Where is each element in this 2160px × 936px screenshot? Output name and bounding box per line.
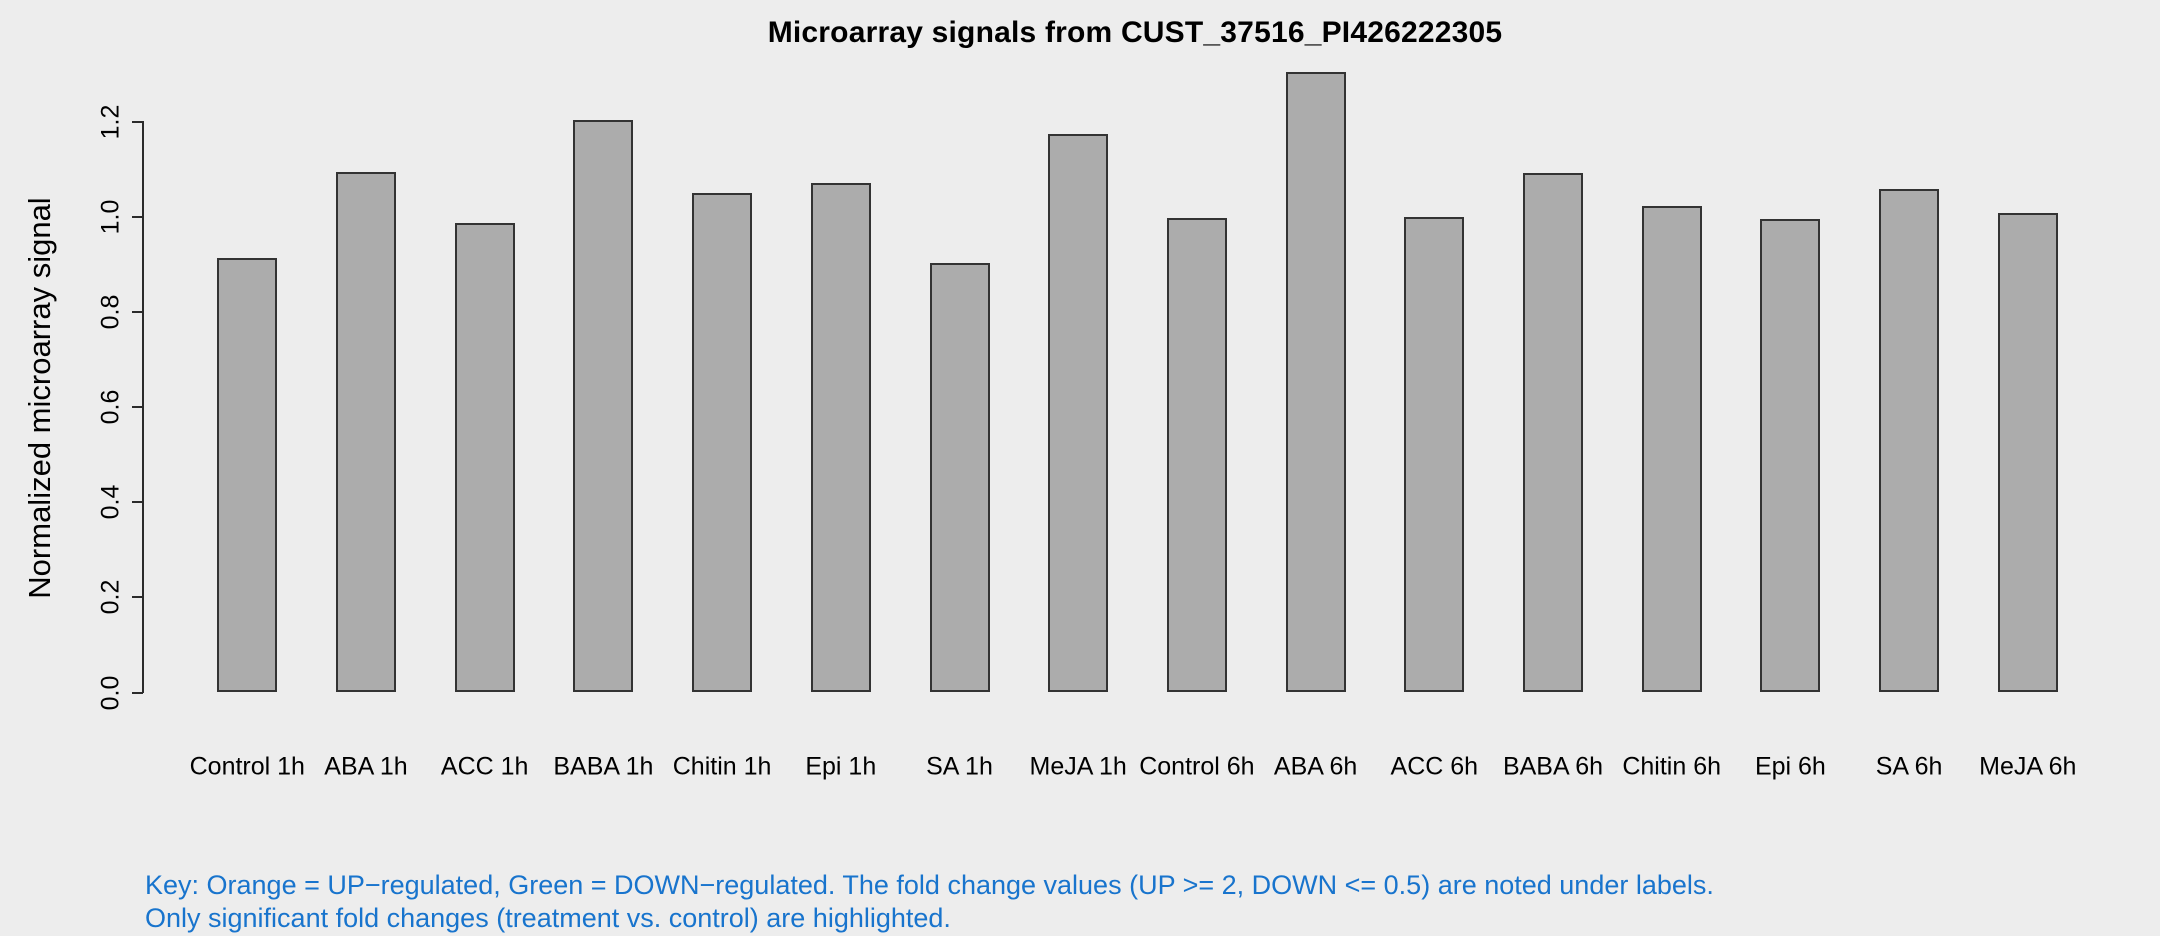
bar bbox=[1760, 219, 1821, 693]
x-tick-label: Chitin 1h bbox=[672, 752, 772, 781]
y-axis-tick bbox=[132, 121, 143, 124]
x-tick-label: ABA 6h bbox=[1273, 752, 1358, 781]
chart-key-note-line1: Key: Orange = UP−regulated, Green = DOWN… bbox=[145, 870, 1714, 900]
bar bbox=[1048, 133, 1109, 693]
x-tick-label: ACC 6h bbox=[1390, 752, 1479, 781]
y-tick-label: 0.8 bbox=[96, 294, 125, 330]
chart-title: Microarray signals from CUST_37516_PI426… bbox=[767, 16, 1503, 49]
bar bbox=[1166, 218, 1227, 693]
x-tick-label: SA 1h bbox=[926, 752, 993, 781]
x-tick-label: Control 1h bbox=[189, 752, 305, 781]
bar bbox=[217, 257, 278, 693]
bar bbox=[454, 223, 515, 693]
y-tick-label: 0.6 bbox=[96, 389, 125, 425]
y-axis-tick bbox=[132, 216, 143, 219]
y-axis-tick bbox=[132, 501, 143, 504]
x-tick-label: ACC 1h bbox=[440, 752, 529, 781]
x-tick-label: ABA 1h bbox=[324, 752, 408, 781]
x-tick-label: MeJA 6h bbox=[1979, 752, 2077, 781]
x-tick-label: BABA 6h bbox=[1502, 752, 1604, 781]
x-tick-label: Epi 1h bbox=[805, 752, 877, 781]
bar bbox=[1523, 172, 1583, 693]
x-tick-label: Control 6h bbox=[1139, 752, 1255, 781]
x-tick-label: Epi 6h bbox=[1754, 752, 1826, 781]
bar bbox=[1879, 189, 1940, 693]
bar bbox=[1285, 72, 1346, 693]
y-axis-label: Normalized microarray signal bbox=[22, 197, 57, 599]
bar bbox=[692, 192, 753, 693]
y-axis-tick bbox=[132, 691, 143, 694]
x-tick-label: BABA 1h bbox=[553, 752, 654, 781]
y-axis-tick bbox=[132, 596, 143, 599]
bar bbox=[929, 263, 990, 693]
y-tick-label: 0.4 bbox=[96, 484, 125, 520]
y-axis-tick bbox=[132, 406, 143, 409]
bar bbox=[336, 171, 396, 693]
y-tick-label: 0.2 bbox=[96, 580, 125, 615]
x-tick-label: SA 6h bbox=[1875, 752, 1943, 781]
x-tick-label: MeJA 1h bbox=[1029, 752, 1127, 781]
chart-key-note-line2: Only significant fold changes (treatment… bbox=[145, 903, 951, 933]
y-tick-label: 1.2 bbox=[96, 104, 125, 140]
bar bbox=[810, 182, 871, 693]
y-tick-label: 1.0 bbox=[96, 199, 125, 235]
chart-key-note: Key: Orange = UP−regulated, Green = DOWN… bbox=[145, 869, 1714, 935]
bar bbox=[1641, 206, 1702, 693]
bar bbox=[573, 120, 634, 693]
bar bbox=[1997, 213, 2058, 693]
y-axis-tick bbox=[132, 311, 143, 314]
x-tick-label: Chitin 6h bbox=[1622, 752, 1722, 781]
bar bbox=[1404, 217, 1465, 693]
y-tick-label: 0.0 bbox=[96, 675, 125, 710]
